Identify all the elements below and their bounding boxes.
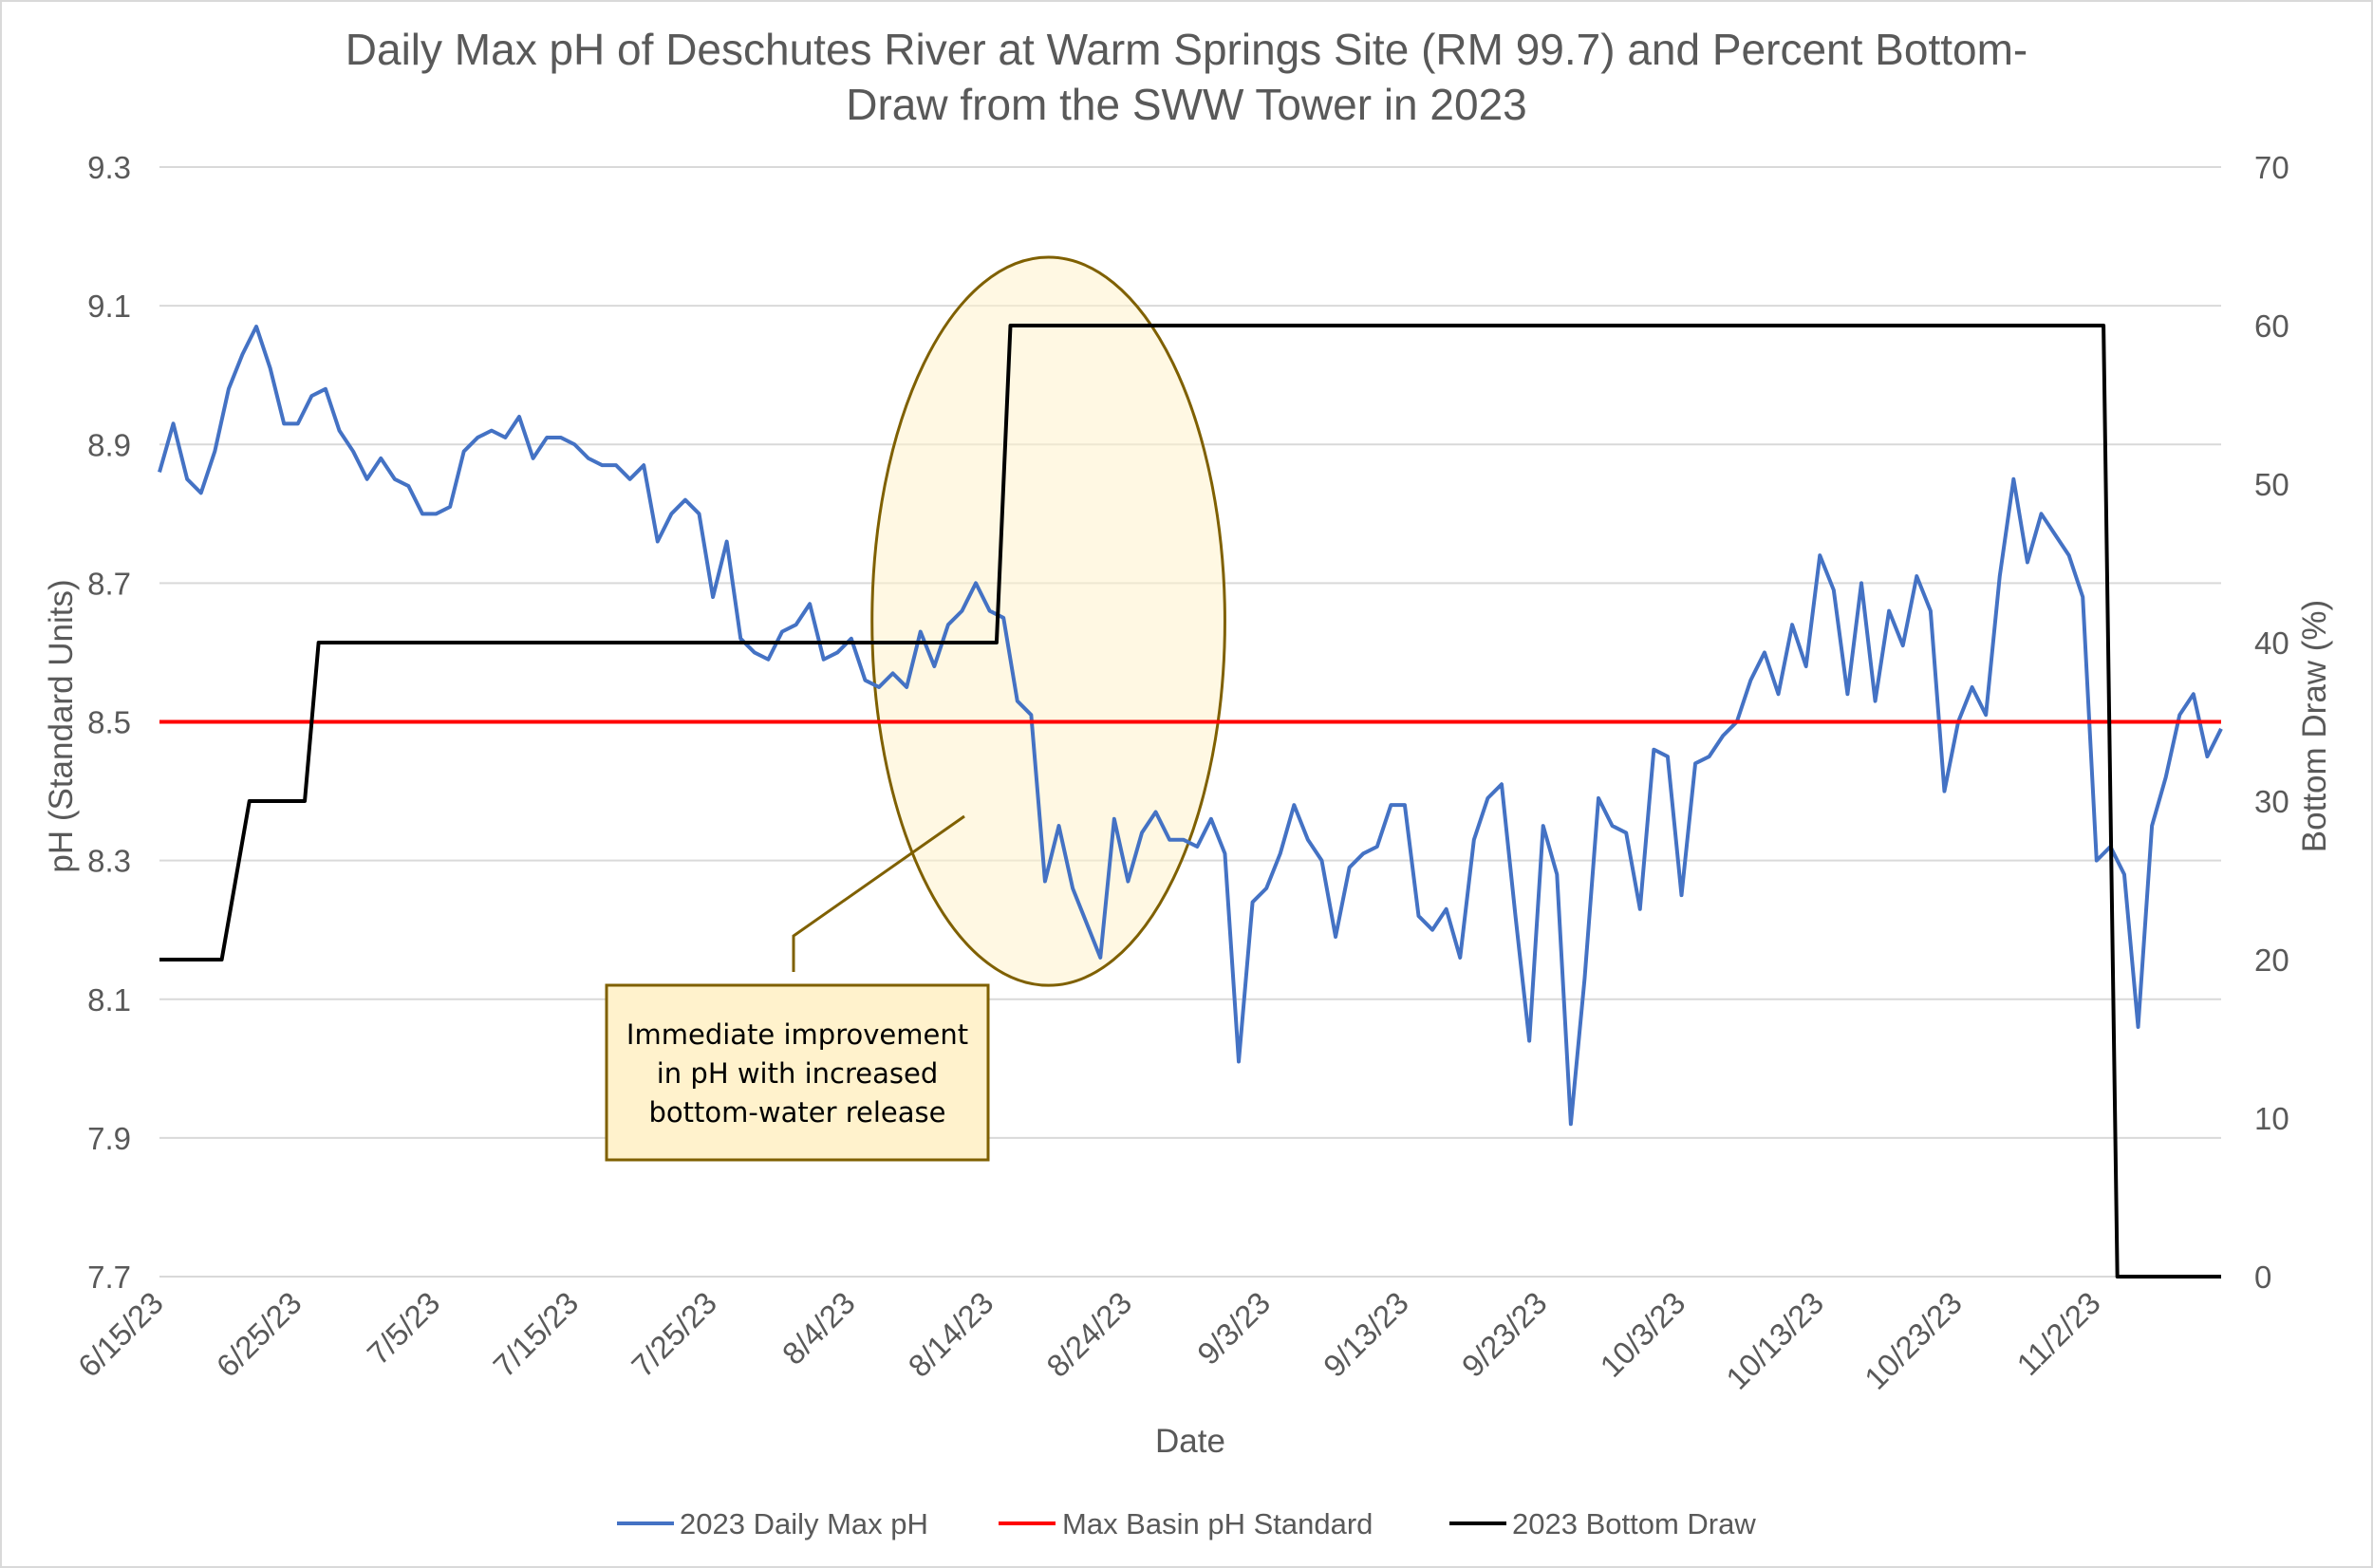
annotation-text-line-2: bottom-water release: [649, 1096, 946, 1129]
annotation-layer: Immediate improvement in pH with increase…: [605, 814, 990, 1162]
series-line-bottom-draw: [159, 324, 2221, 1279]
y-tick-label-5: 8.3: [87, 844, 131, 879]
series-line-daily-max-ph: [158, 325, 2223, 1127]
y-tick-label-8: 7.7: [87, 1260, 131, 1295]
highlight-layer: [870, 255, 1226, 987]
legend-label-ph: 2023 Daily Max pH: [680, 1507, 928, 1540]
x-axis-title: Date: [1155, 1423, 1225, 1460]
y2-tick-label-7: 0: [2254, 1260, 2271, 1295]
chart-title-line-1: Daily Max pH of Deschutes River at Warm …: [346, 25, 2027, 74]
legend: 2023 Daily Max pH Max Basin pH Standard …: [617, 1507, 1756, 1540]
y2-tick-label-2: 50: [2254, 467, 2289, 502]
highlight-ellipse: [870, 255, 1226, 987]
y-tick-label-0: 9.3: [87, 150, 131, 185]
annotation-box: [605, 983, 990, 1162]
annotation-text-line-1: in pH with increased: [657, 1057, 938, 1090]
annotation-text-line-0: Immediate improvement: [626, 1018, 968, 1051]
y2-tick-label-0: 70: [2254, 150, 2289, 185]
y-tick-label-7: 7.9: [87, 1121, 131, 1156]
y-tick-label-6: 8.1: [87, 982, 131, 1017]
y2-tick-label-6: 10: [2254, 1101, 2289, 1136]
y2-axis-title: Bottom Draw (%): [2296, 600, 2333, 852]
y2-tick-label-4: 30: [2254, 784, 2289, 819]
legend-label-bottom-draw: 2023 Bottom Draw: [1512, 1507, 1756, 1540]
chart-title-line-2: Draw from the SWW Tower in 2023: [846, 80, 1527, 129]
y-tick-label-3: 8.7: [87, 566, 131, 601]
y2-tick-label-3: 40: [2254, 625, 2289, 661]
y2-tick-label-1: 60: [2254, 308, 2289, 344]
y-tick-label-2: 8.9: [87, 427, 131, 462]
y-tick-label-1: 9.1: [87, 289, 131, 324]
y2-tick-label-5: 20: [2254, 943, 2289, 978]
y-tick-label-4: 8.5: [87, 705, 131, 740]
y-axis-title: pH (Standard Units): [43, 579, 80, 872]
annotation-leader-line: [792, 814, 965, 972]
series-layer: [158, 324, 2223, 1279]
gridlines: [159, 166, 2221, 1278]
legend-label-standard: Max Basin pH Standard: [1062, 1507, 1373, 1540]
